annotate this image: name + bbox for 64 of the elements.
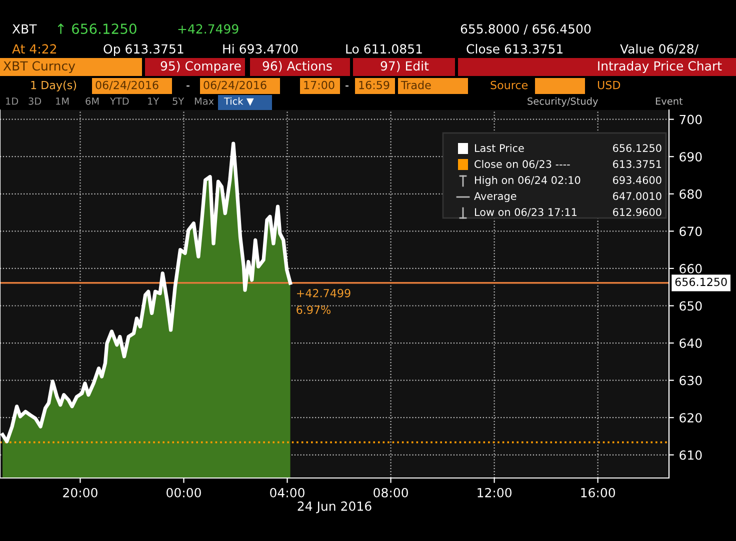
y-tick-label: 660: [680, 264, 702, 274]
annotation: 6.97%: [296, 306, 331, 314]
text: Lo 611.0851: [346, 44, 422, 54]
text: USD: [598, 80, 620, 90]
x-tick-label: 08:00: [374, 488, 408, 498]
x-tick-label: 04:00: [270, 488, 304, 498]
legend-label: Last Price: [475, 144, 524, 152]
text: 95) Compare: [160, 60, 241, 74]
annotation: Average: [474, 192, 516, 202]
y-tick-label: 670: [680, 226, 702, 236]
y-tick-label: 630: [680, 376, 702, 386]
y-tick-label: 640: [680, 338, 702, 348]
x-tick-label: 20:00: [63, 488, 98, 498]
annotation: 656.1250: [613, 144, 662, 152]
text: Hi 693.4700: [223, 44, 298, 54]
text: +42.7499: [178, 24, 238, 34]
text: 1Y: [148, 98, 160, 105]
annotation: 647.0010: [613, 192, 662, 200]
x-axis-title: 24 Jun 2016: [298, 501, 372, 514]
text: 1D: [6, 98, 18, 105]
text: Max: [194, 98, 214, 105]
x-tick-label: 00:00: [166, 488, 201, 498]
text: 1 Day(s): [31, 80, 76, 92]
text: Op 613.3751: [104, 44, 184, 56]
text: 5Y: [172, 98, 184, 105]
text: YTD: [110, 98, 129, 105]
y-tick-label: 620: [680, 413, 702, 423]
y-tick-label: 690: [680, 152, 702, 162]
text: 97) Edit: [380, 60, 429, 72]
text: 655.8000 / 656.4500: [460, 24, 591, 35]
y-tick-label: 700: [680, 114, 702, 124]
annotation: High on 06/24 02:10: [475, 176, 580, 186]
text: Event: [656, 98, 683, 105]
ref-line-label: 656.1250: [675, 278, 727, 286]
text: 06/24/2016: [204, 80, 266, 90]
text: Source: [490, 80, 528, 90]
text: Security/Study: [528, 97, 598, 107]
chart-title: Intraday Price Chart: [598, 60, 722, 74]
text: Tick ▼: [224, 97, 254, 106]
text: Trade: [400, 80, 431, 90]
text: Value 06/28/: [620, 44, 699, 55]
annotation: Low on 06/23 17:11: [475, 208, 576, 217]
text: 1M: [56, 98, 69, 105]
text: 3D: [28, 97, 42, 105]
text: 96) Actions: [262, 60, 332, 72]
y-tick-label: 680: [680, 189, 702, 199]
text: ↑ 656.1250: [58, 24, 136, 34]
legend-label: Close on 06/23 ----: [474, 160, 570, 169]
annotation: 612.9600: [613, 208, 662, 216]
text: 06/24/2016: [96, 80, 158, 90]
text: XBT Curncy: [3, 61, 76, 74]
annotation: +42.7499: [297, 288, 350, 298]
text: XBT: [12, 24, 37, 34]
y-tick-label: 650: [680, 301, 702, 311]
y-tick-label: 610: [680, 450, 702, 460]
x-tick-label: 16:00: [581, 488, 616, 498]
text: Close 613.3751: [466, 44, 563, 54]
annotation: 693.4600: [613, 176, 662, 184]
text: 6M: [86, 97, 99, 105]
text: At 4:22: [12, 44, 56, 54]
annotation: 613.3751: [613, 160, 662, 168]
text: 17:00: [304, 80, 334, 90]
text: 16:59: [359, 80, 390, 90]
x-tick-label: 12:00: [478, 488, 512, 498]
